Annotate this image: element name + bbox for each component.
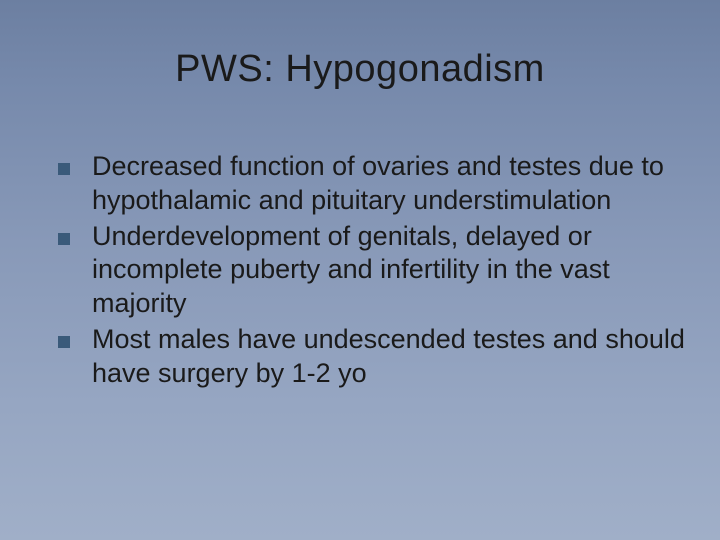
bullet-text: Decreased function of ovaries and testes… [92, 150, 690, 218]
bullet-item: Decreased function of ovaries and testes… [58, 150, 690, 218]
bullet-text: Underdevelopment of genitals, delayed or… [92, 220, 690, 321]
square-bullet-icon [58, 336, 70, 348]
slide-title: PWS: Hypogonadism [0, 48, 720, 91]
square-bullet-icon [58, 233, 70, 245]
slide-container: PWS: Hypogonadism Decreased function of … [0, 0, 720, 540]
bullet-item: Most males have undescended testes and s… [58, 323, 690, 391]
square-bullet-icon [58, 163, 70, 175]
bullet-item: Underdevelopment of genitals, delayed or… [58, 220, 690, 321]
slide-body: Decreased function of ovaries and testes… [58, 150, 690, 392]
bullet-text: Most males have undescended testes and s… [92, 323, 690, 391]
